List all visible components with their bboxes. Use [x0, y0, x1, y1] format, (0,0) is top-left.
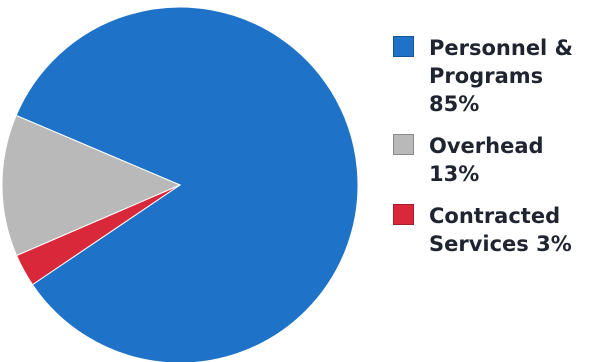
- legend-item-overhead: Overhead 13%: [393, 132, 598, 188]
- legend-label-overhead: Overhead 13%: [429, 134, 544, 186]
- legend-swatch-contracted-services: [393, 204, 414, 225]
- legend: Personnel & Programs 85% Overhead 13% Co…: [393, 34, 598, 272]
- legend-item-contracted-services: Contracted Services 3%: [393, 202, 598, 258]
- legend-item-personnel-programs: Personnel & Programs 85%: [393, 34, 598, 118]
- legend-label-contracted-services: Contracted Services 3%: [429, 204, 572, 256]
- legend-swatch-overhead: [393, 134, 414, 155]
- legend-label-personnel-programs: Personnel & Programs 85%: [429, 36, 573, 116]
- pie-slice-personnel-programs: [15, 6, 359, 362]
- legend-swatch-personnel-programs: [393, 36, 414, 57]
- pie-slice-overhead: [1, 114, 182, 257]
